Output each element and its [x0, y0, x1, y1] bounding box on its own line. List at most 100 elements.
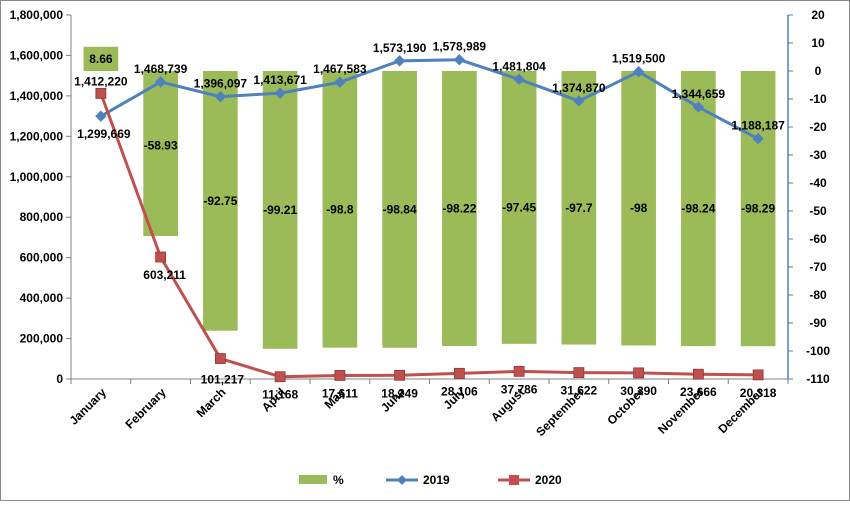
- line-2019-data-label: 1,481,804: [492, 59, 546, 73]
- y-left-tick-label: 0: [56, 372, 63, 386]
- legend: % 2019 2020: [299, 473, 562, 487]
- y-right-tick-label: -90: [809, 316, 827, 330]
- line-2020-data-label: 1,412,220: [74, 74, 128, 88]
- line-series: [95, 53, 764, 383]
- bar: [561, 71, 597, 345]
- line-2019-data-label: 1,299,669: [77, 127, 131, 141]
- y-right-tick-label: -80: [809, 288, 827, 302]
- y-right-tick-label: -30: [809, 148, 827, 162]
- point-2020: [394, 369, 406, 381]
- bar-data-label: -98.8: [326, 202, 354, 216]
- y-left-tick-label: 1,400,000: [10, 89, 64, 103]
- line-2020-data-label: 23,666: [680, 385, 717, 399]
- point-2019: [274, 87, 286, 99]
- y-left-tick-label: 1,600,000: [10, 48, 64, 62]
- legend-label: 2019: [423, 473, 450, 487]
- line-2019: [100, 58, 759, 141]
- legend-label: %: [333, 473, 344, 487]
- line-2020-data-label: 20,318: [740, 386, 777, 400]
- y-left-tick-label: 1,800,000: [10, 8, 64, 22]
- line-2020-data-label: 31,622: [561, 384, 598, 398]
- y-right-tick-label: 20: [811, 8, 825, 22]
- line-2020-data-label: 30,390: [620, 384, 657, 398]
- bar: [740, 71, 776, 347]
- line-2019-data-label: 1,573,190: [373, 41, 427, 55]
- y-right-tick-label: 0: [815, 64, 822, 78]
- y-left-tick-label: 800,000: [20, 210, 64, 224]
- line-2020-data-label: 28,106: [441, 384, 478, 398]
- line-2019-data-label: 1,468,739: [134, 62, 188, 76]
- bar-data-label: -98.84: [383, 202, 417, 216]
- point-2020: [95, 88, 107, 99]
- y-right-tick-label: -70: [809, 260, 827, 274]
- line-2020: [99, 92, 759, 379]
- legend-marker-2019: [397, 475, 407, 485]
- point-2019: [632, 66, 645, 78]
- point-2019: [95, 110, 107, 122]
- line-2019-data-label: 1,578,989: [433, 40, 487, 54]
- y-right-tick-label: -10: [809, 92, 827, 106]
- y-right-tick-label: -50: [809, 204, 827, 218]
- bar: [501, 71, 537, 344]
- bar: [262, 71, 298, 349]
- point-2020: [214, 353, 226, 364]
- y-left-tick-label: 1,000,000: [10, 170, 64, 184]
- plot-area: [71, 15, 788, 379]
- line-2019-data-label: 1,467,583: [313, 62, 367, 76]
- y-left-tick-label: 200,000: [20, 332, 64, 346]
- point-2019: [154, 76, 167, 88]
- y-right-tick-label: -110: [806, 372, 830, 386]
- point-2019: [453, 53, 466, 66]
- point-2020: [155, 251, 167, 263]
- axes: 0 200,000 400,000 600,000 800,000 1,000,000 1,…: [10, 8, 831, 439]
- point-2020: [692, 368, 704, 380]
- legend-swatch-percent: [299, 475, 327, 484]
- bar-data-label: -58.93: [144, 138, 178, 152]
- line-2020-data-label: 603,211: [143, 268, 186, 282]
- line-2020-data-label: 101,217: [201, 373, 245, 387]
- y-left-tick-label: 600,000: [20, 251, 64, 265]
- point-2019: [334, 76, 346, 88]
- bar-data-label: -98.22: [442, 202, 476, 216]
- y-left-tick-label: 1,200,000: [10, 129, 64, 143]
- bar: [382, 71, 417, 348]
- line-2019-data-label: 1,519,500: [612, 52, 666, 66]
- point-2019: [393, 55, 406, 67]
- legend-label: 2020: [535, 473, 562, 487]
- point-2020: [573, 367, 585, 379]
- bar: [442, 71, 477, 347]
- line-2019-data-label: 1,396,097: [194, 77, 248, 91]
- point-2019: [752, 133, 764, 145]
- legend-marker-2020: [509, 475, 519, 485]
- line-2019-data-label: 1,413,671: [253, 73, 307, 87]
- point-2020: [633, 367, 645, 379]
- bar-data-label: -97.45: [502, 200, 536, 214]
- bar: [203, 71, 238, 331]
- y-right-tick-label: -20: [809, 120, 827, 134]
- point-2020: [513, 365, 525, 377]
- point-2019: [692, 101, 705, 113]
- point-2019: [214, 90, 227, 103]
- point-2020: [274, 371, 286, 383]
- x-tick-label: January: [67, 385, 110, 428]
- y-right-tick-label: -40: [809, 176, 827, 190]
- y-right-tick-label: 10: [811, 36, 825, 50]
- bar: [83, 46, 119, 71]
- line-2019-data-label: 1,188,187: [731, 119, 785, 133]
- bar-data-label: 8.66: [89, 52, 113, 66]
- y-right-tick-label: -60: [809, 232, 827, 246]
- bar-data-label: -98.24: [681, 202, 715, 216]
- point-2020: [453, 367, 465, 379]
- bar: [681, 71, 716, 347]
- data-labels: 8.66 -58.93 -92.75 -99.21 -98.8 -98.84 -98.22 -…: [74, 40, 785, 402]
- point-2020: [334, 370, 346, 381]
- x-tick-label: March: [194, 385, 229, 420]
- bar-series: [83, 46, 776, 349]
- point-2019: [513, 73, 525, 86]
- point-2019: [573, 95, 585, 107]
- bar-data-label: -97.7: [565, 201, 593, 215]
- x-tick-label: February: [123, 385, 169, 431]
- bar-data-label: -98: [630, 201, 648, 215]
- bar: [143, 71, 178, 237]
